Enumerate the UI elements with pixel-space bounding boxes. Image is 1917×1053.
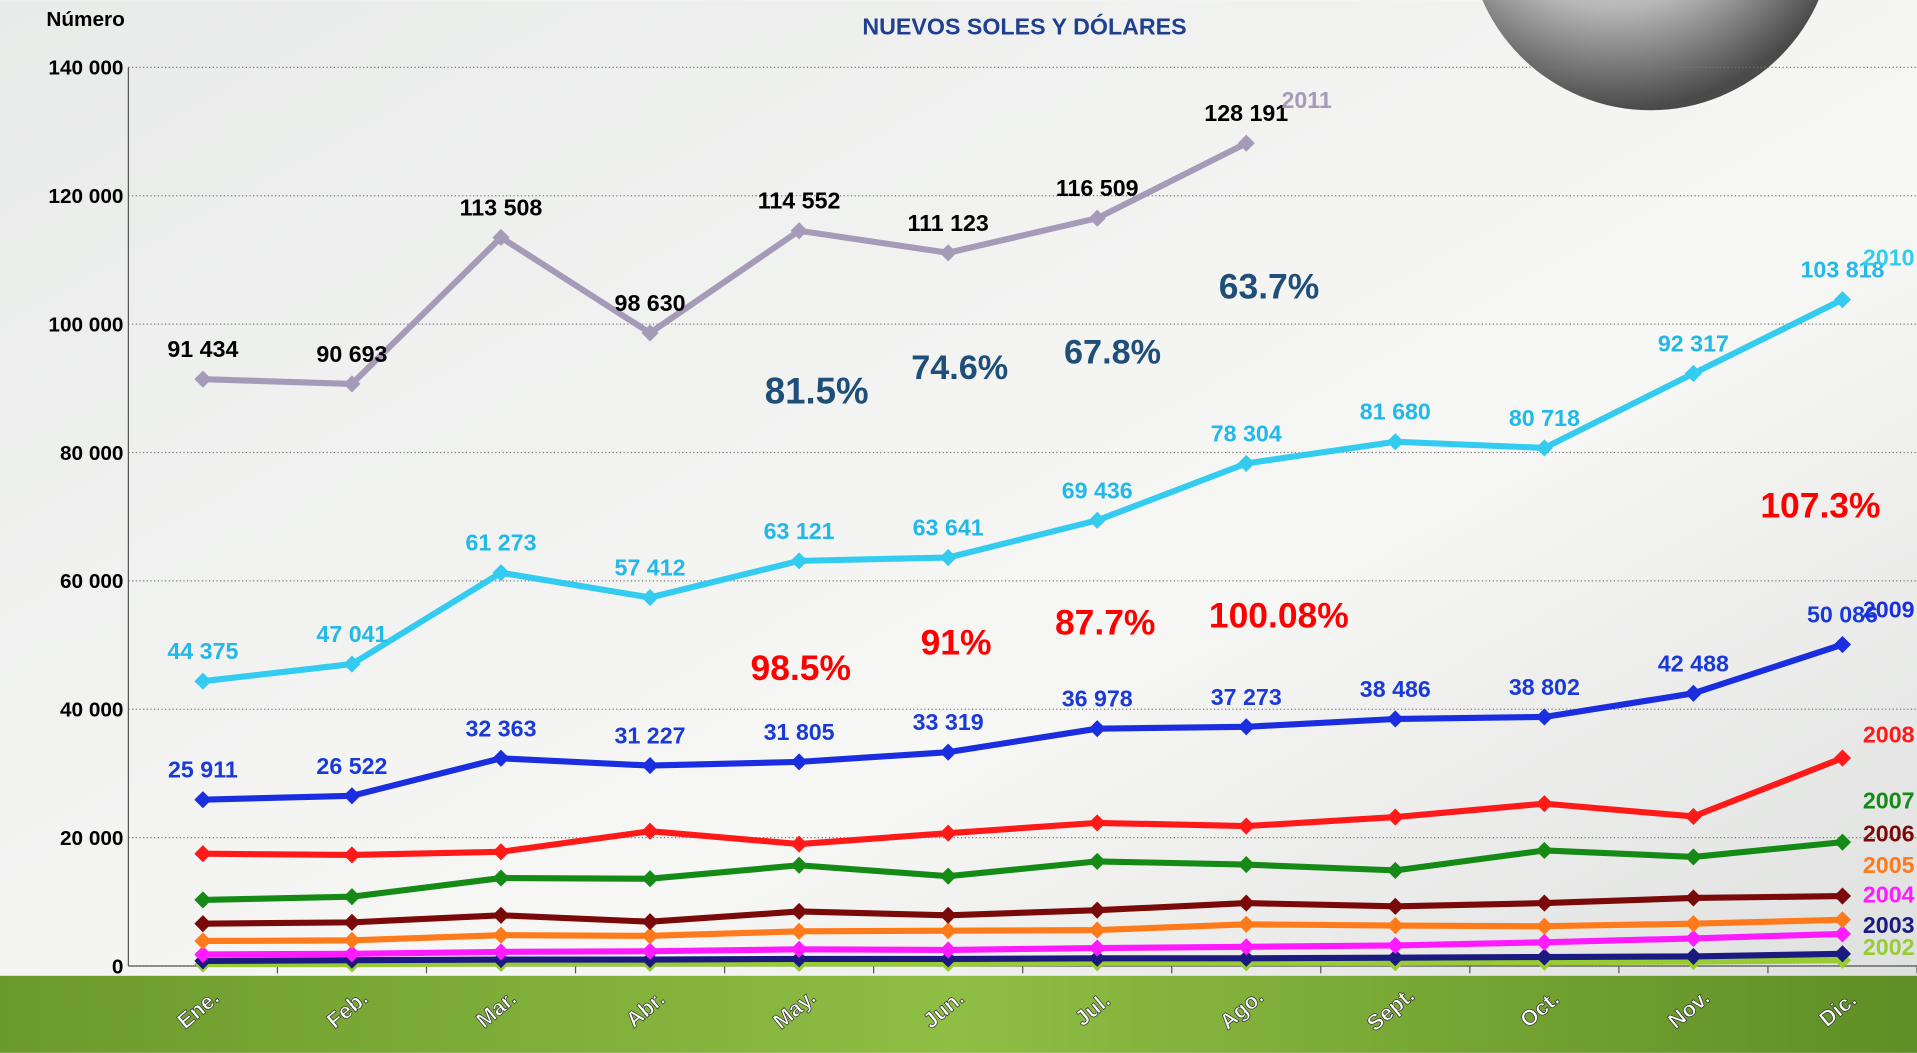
y-tick-label: 80 000: [60, 442, 124, 465]
value-label: 33 319: [913, 709, 984, 735]
page: {"chart_data":{"type":"line","title":"NU…: [0, 0, 1917, 1053]
annotation: 81.5%: [765, 371, 869, 412]
value-label: 31 805: [764, 719, 835, 745]
series-label: 2005: [1863, 852, 1915, 878]
annotation: 107.3%: [1760, 485, 1880, 525]
series-label: 2006: [1863, 820, 1915, 846]
series-label: 2004: [1863, 881, 1915, 907]
value-label: 128 191: [1204, 100, 1288, 126]
value-label: 69 436: [1062, 477, 1133, 503]
value-label: 116 509: [1056, 175, 1139, 201]
chart-title: NUEVOS SOLES Y DÓLARES: [862, 12, 1186, 39]
series-label: 2010: [1863, 244, 1915, 270]
value-label: 31 227: [615, 723, 686, 749]
value-label: 61 273: [465, 530, 536, 556]
series-label: 2009: [1863, 597, 1915, 623]
value-label: 63 121: [764, 518, 835, 544]
value-label: 38 486: [1360, 676, 1431, 702]
y-axis-label: Número: [46, 8, 124, 31]
value-label: 26 522: [316, 753, 387, 779]
value-label: 78 304: [1211, 420, 1282, 446]
y-tick-label: 120 000: [48, 185, 123, 208]
value-label: 114 552: [758, 188, 841, 214]
annotation: 67.8%: [1064, 333, 1161, 371]
chart: NUEVOS SOLES Y DÓLARES Número 0 20 000 40 …: [0, 0, 1917, 1053]
value-label: 113 508: [460, 194, 543, 220]
value-label: 36 978: [1062, 686, 1133, 712]
annotation: 63.7%: [1219, 266, 1319, 306]
value-label: 38 802: [1509, 674, 1580, 700]
annotation: 91%: [921, 622, 992, 662]
value-label: 57 412: [615, 555, 686, 581]
value-label: 80 718: [1509, 405, 1580, 431]
y-tick-label: 20 000: [60, 827, 124, 850]
annotation: 87.7%: [1055, 603, 1155, 643]
annotation: 74.6%: [911, 349, 1008, 387]
value-label: 37 273: [1211, 684, 1282, 710]
value-label: 63 641: [913, 515, 984, 541]
series-label: 2003: [1863, 912, 1915, 938]
series-label: 2007: [1863, 787, 1915, 813]
series-label: 2008: [1863, 721, 1915, 747]
value-label: 98 630: [615, 290, 686, 316]
y-tick-label: 60 000: [60, 570, 124, 593]
series-label: 2011: [1281, 87, 1331, 113]
y-tick-label: 40 000: [60, 699, 124, 722]
value-label: 44 375: [167, 638, 238, 664]
annotation: 98.5%: [751, 648, 851, 688]
y-tick-label: 140 000: [48, 57, 123, 80]
value-label: 91 434: [167, 336, 238, 362]
value-label: 90 693: [316, 341, 387, 367]
value-label: 25 911: [168, 757, 238, 783]
y-tick-label: 100 000: [48, 313, 123, 336]
value-label: 32 363: [465, 715, 536, 741]
y-tick-label: 0: [112, 955, 124, 978]
value-label: 42 488: [1658, 650, 1729, 676]
annotation: 100.08%: [1209, 595, 1349, 635]
value-label: 111 123: [907, 210, 988, 236]
value-label: 92 317: [1658, 330, 1729, 356]
value-label: 81 680: [1360, 399, 1431, 425]
bottom-band: [0, 976, 1917, 1053]
value-label: 47 041: [316, 621, 387, 647]
